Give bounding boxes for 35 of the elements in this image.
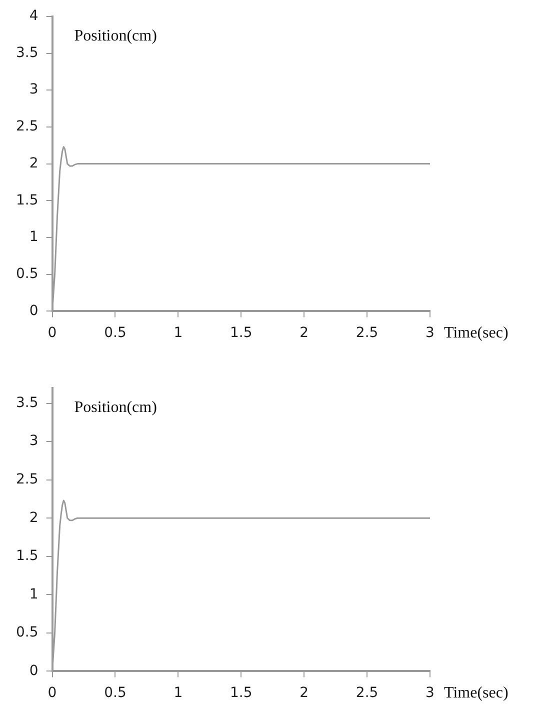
x-tick-label: 2.5 bbox=[356, 685, 378, 702]
x-tick-label: 1.5 bbox=[230, 325, 252, 342]
x-tick-label: 3 bbox=[426, 325, 434, 342]
x-tick-label: 0.5 bbox=[104, 685, 126, 702]
y-axis-title: Position(cm) bbox=[74, 399, 157, 416]
y-tick-label: 3 bbox=[29, 433, 38, 450]
y-tick-label: 4 bbox=[29, 8, 38, 24]
y-tick-label: 0 bbox=[29, 302, 38, 319]
x-tick-label: 2 bbox=[300, 685, 309, 702]
y-tick-label: 1.5 bbox=[16, 548, 38, 564]
y-tick-label: 3.5 bbox=[16, 44, 38, 61]
y-axis-title: Position(cm) bbox=[74, 28, 157, 45]
y-tick-label: 2.5 bbox=[16, 118, 38, 135]
y-tick-label: 1.5 bbox=[16, 192, 38, 208]
y-tick-label: 3.5 bbox=[16, 394, 38, 411]
x-axis-title: Time(sec) bbox=[444, 684, 508, 702]
x-tick-label: 0.5 bbox=[104, 325, 126, 342]
y-tick-label: 0.5 bbox=[16, 624, 38, 641]
x-tick-label: 3 bbox=[426, 685, 434, 702]
y-tick-label: 3 bbox=[29, 82, 38, 98]
x-tick-label: 2.5 bbox=[356, 325, 378, 342]
y-tick-label: 1 bbox=[29, 229, 38, 246]
y-tick-label: 0.5 bbox=[16, 266, 38, 282]
x-tick-label: 1 bbox=[174, 325, 183, 342]
x-tick-label: 0 bbox=[48, 685, 57, 702]
y-tick-label: 2.5 bbox=[16, 471, 38, 488]
y-tick-label: 2 bbox=[29, 510, 38, 526]
y-tick-label: 2 bbox=[29, 155, 38, 172]
x-tick-label: 2 bbox=[300, 325, 309, 342]
y-tick-label: 1 bbox=[29, 586, 38, 602]
x-tick-label: 1 bbox=[174, 685, 183, 702]
x-tick-label: 1.5 bbox=[230, 685, 252, 702]
x-tick-label: 0 bbox=[48, 325, 57, 342]
y-tick-label: 0 bbox=[29, 662, 38, 679]
x-axis-title: Time(sec) bbox=[444, 324, 508, 342]
